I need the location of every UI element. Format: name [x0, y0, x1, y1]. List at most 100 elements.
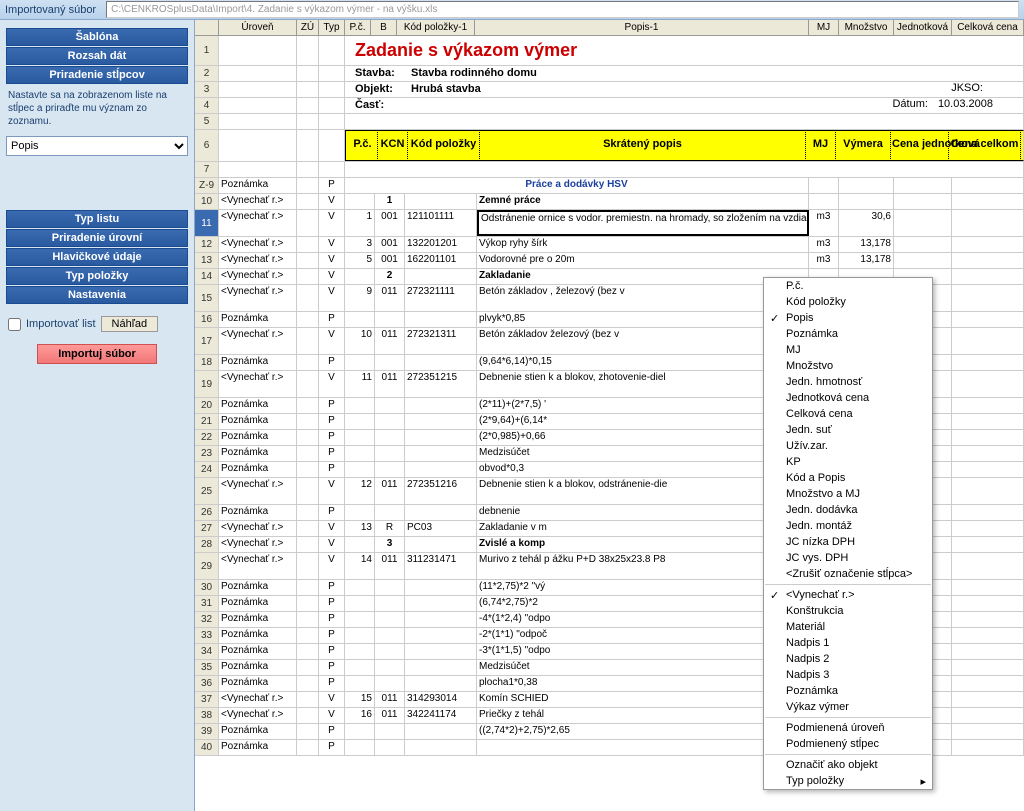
table-row[interactable]: 12<Vynechať r.>V3001132201201Výkop ryhy … [195, 237, 1024, 253]
context-menu-item[interactable]: Jedn. dodávka [764, 502, 932, 518]
column-header[interactable]: Typ [319, 20, 345, 35]
cell: 272321311 [405, 328, 477, 354]
meta-label: Objekt: [355, 83, 411, 95]
context-menu-item[interactable]: Popis [764, 310, 932, 326]
row-number: 31 [195, 596, 219, 611]
table-row[interactable]: 5 [195, 114, 1024, 130]
cell [405, 660, 477, 675]
row-number: 13 [195, 253, 219, 268]
sidebar-button[interactable]: Priradenie stĺpcov [6, 66, 188, 84]
row-number: 35 [195, 660, 219, 675]
table-row[interactable]: 2Stavba:Stavba rodinného domu [195, 66, 1024, 82]
context-menu-item[interactable]: Množstvo a MJ [764, 486, 932, 502]
context-menu-item[interactable]: Poznámka [764, 683, 932, 699]
context-menu-item[interactable]: Nadpis 3 [764, 667, 932, 683]
table-row[interactable]: 3Objekt:Hrubá stavbaJKSO: [195, 82, 1024, 98]
cell: Poznámka [219, 724, 297, 739]
column-header[interactable]: Celková cena [952, 20, 1024, 35]
context-menu-item[interactable]: Jedn. suť [764, 422, 932, 438]
context-menu-item[interactable]: Kód a Popis [764, 470, 932, 486]
sidebar-button[interactable]: Priradenie úrovní [6, 229, 188, 247]
context-menu-item[interactable]: Kód položky [764, 294, 932, 310]
context-menu-item[interactable]: Materiál [764, 619, 932, 635]
context-menu-item[interactable]: <Zrušiť označenie stĺpca> [764, 566, 932, 582]
import-sheet-checkbox[interactable] [8, 318, 21, 331]
table-row[interactable]: 6P.č.KCNKód položkySkrátený popisMJVýmer… [195, 130, 1024, 162]
column-header[interactable]: B [371, 20, 397, 35]
context-menu-item[interactable]: <Vynechať r.> [764, 587, 932, 603]
context-menu-item[interactable]: Podmienená úroveň [764, 720, 932, 736]
cell: Poznámka [219, 414, 297, 429]
context-menu-item[interactable]: P.č. [764, 278, 932, 294]
cell [894, 253, 952, 268]
cell [375, 430, 405, 445]
context-menu-item[interactable]: Výkaz výmer [764, 699, 932, 715]
import-file-button[interactable]: Importuj súbor [37, 344, 157, 364]
cell: V [319, 692, 345, 707]
sidebar-button[interactable]: Šablóna [6, 28, 188, 46]
file-path-input[interactable] [106, 1, 1019, 18]
column-meaning-select[interactable]: Popis [6, 136, 188, 156]
cell [952, 312, 1024, 327]
context-menu-item[interactable]: Nadpis 1 [764, 635, 932, 651]
table-row[interactable]: 13<Vynechať r.>V5001162201101Vodorovné p… [195, 253, 1024, 269]
column-header[interactable]: ZÚ [297, 20, 319, 35]
table-row[interactable]: 7 [195, 162, 1024, 178]
cell [839, 178, 894, 193]
column-header[interactable]: Popis-1 [475, 20, 809, 35]
context-menu-item[interactable]: Poznámka [764, 326, 932, 342]
cell: Zakladanie v m [477, 521, 809, 536]
cell: Poznámka [219, 580, 297, 595]
context-menu-item[interactable]: JC vys. DPH [764, 550, 932, 566]
table-row[interactable]: 11<Vynechať r.>V1001121101111Odstránenie… [195, 210, 1024, 237]
context-menu-item[interactable]: Jednotková cena [764, 390, 932, 406]
column-header[interactable]: Úroveň [219, 20, 297, 35]
context-menu-item[interactable]: Typ položky [764, 773, 932, 789]
cell [297, 36, 319, 65]
sidebar-button[interactable]: Typ položky [6, 267, 188, 285]
sidebar-button[interactable]: Rozsah dát [6, 47, 188, 65]
context-menu-item[interactable]: Jedn. montáž [764, 518, 932, 534]
column-header[interactable] [195, 20, 219, 35]
row-number: 22 [195, 430, 219, 445]
context-menu-item[interactable]: Konštrukcia [764, 603, 932, 619]
cell [952, 478, 1024, 504]
context-menu-item[interactable]: Užív.zar. [764, 438, 932, 454]
table-row[interactable]: Z-9PoznámkaPPráce a dodávky HSV [195, 178, 1024, 194]
cell [952, 269, 1024, 284]
table-row[interactable]: 1Zadanie s výkazom výmer [195, 36, 1024, 66]
context-menu-item[interactable]: MJ [764, 342, 932, 358]
column-header[interactable]: MJ [809, 20, 839, 35]
row-number: 2 [195, 66, 219, 81]
context-menu-item[interactable]: Množstvo [764, 358, 932, 374]
cell: P [319, 724, 345, 739]
column-header[interactable]: Množstvo [839, 20, 894, 35]
import-sheet-label: Importovať list [26, 318, 96, 330]
preview-button[interactable]: Náhľad [101, 316, 159, 332]
cell [952, 237, 1024, 252]
sidebar-button[interactable]: Typ listu [6, 210, 188, 228]
column-header[interactable]: Jednotková [894, 20, 952, 35]
column-header[interactable]: P.č. [345, 20, 371, 35]
cell [405, 312, 477, 327]
context-menu-item[interactable]: KP [764, 454, 932, 470]
context-menu-item[interactable]: Podmienený stĺpec [764, 736, 932, 752]
cell [952, 676, 1024, 691]
table-row[interactable]: 4Časť:Dátum:10.03.2008 [195, 98, 1024, 114]
cell: 10 [345, 328, 375, 354]
cell [405, 414, 477, 429]
sidebar-button[interactable]: Hlavičkové údaje [6, 248, 188, 266]
table-row[interactable]: 10<Vynechať r.>V1Zemné práce [195, 194, 1024, 210]
cell: (2*9,64)+(6,14* [477, 414, 809, 429]
column-header[interactable]: Kód položky-1 [397, 20, 475, 35]
context-menu-item[interactable]: Jedn. hmotnosť [764, 374, 932, 390]
context-menu-item[interactable]: Celková cena [764, 406, 932, 422]
context-menu-item[interactable]: JC nízka DPH [764, 534, 932, 550]
cell [297, 430, 319, 445]
sidebar-button[interactable]: Nastavenia [6, 286, 188, 304]
context-menu-item[interactable]: Nadpis 2 [764, 651, 932, 667]
meta-label: Časť: [355, 99, 411, 111]
cell: P [319, 740, 345, 755]
cell [375, 724, 405, 739]
context-menu-item[interactable]: Označiť ako objekt [764, 757, 932, 773]
